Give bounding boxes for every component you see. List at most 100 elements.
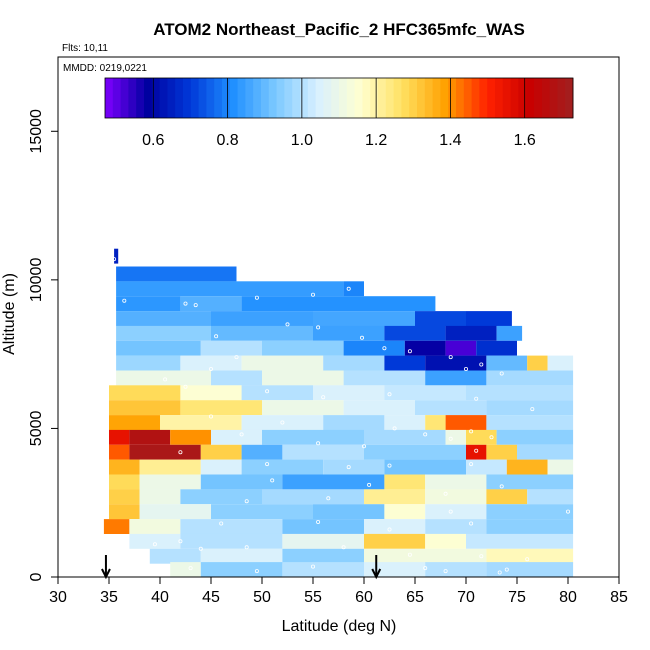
colorbar-swatch xyxy=(541,78,550,118)
heatmap-cell xyxy=(103,519,130,534)
colorbar-swatch xyxy=(120,78,129,118)
x-tick-label: 70 xyxy=(457,589,475,606)
heatmap-cell xyxy=(486,562,574,577)
colorbar-swatch xyxy=(183,78,192,118)
heatmap-cell xyxy=(180,400,262,416)
sample-marker xyxy=(326,496,331,501)
heatmap-cell xyxy=(282,444,364,460)
heatmap-cell xyxy=(109,459,140,475)
sample-marker xyxy=(346,465,351,470)
heatmap-cell xyxy=(262,370,344,386)
colorbar-swatch xyxy=(362,78,371,118)
y-tick-label: 5000 xyxy=(28,411,45,447)
sample-marker xyxy=(530,407,535,412)
sample-marker xyxy=(112,257,117,262)
sample-marker xyxy=(479,554,484,559)
sample-marker xyxy=(566,509,571,514)
sample-marker xyxy=(497,570,502,575)
colorbar-swatch xyxy=(424,78,433,118)
sample-marker xyxy=(219,521,224,526)
dates-label: MMDD: 0219,0221 xyxy=(63,63,147,74)
colorbar-swatch xyxy=(237,78,246,118)
sample-marker xyxy=(387,392,392,397)
heatmap-cell xyxy=(547,459,574,475)
heatmap-cell xyxy=(149,548,201,564)
colorbar-swatch xyxy=(456,78,465,118)
heatmap-cell xyxy=(517,444,574,460)
sample-marker xyxy=(474,396,479,401)
heatmap-cell xyxy=(109,400,181,416)
heatmap-cell xyxy=(384,459,466,475)
heatmap-cell xyxy=(547,355,574,371)
sample-marker xyxy=(152,542,157,547)
sample-marker xyxy=(208,366,213,371)
colorbar-swatch xyxy=(534,78,543,118)
sample-marker xyxy=(469,521,474,526)
y-axis-label: Altitude (m) xyxy=(1,273,18,355)
heatmap-cell xyxy=(384,385,466,401)
sample-marker xyxy=(423,432,428,437)
colorbar-tick-label: 1.6 xyxy=(514,132,536,149)
sample-marker xyxy=(122,298,127,303)
sample-marker xyxy=(316,520,321,525)
sample-marker xyxy=(193,303,198,308)
colorbar-swatch xyxy=(268,78,277,118)
colorbar-swatch xyxy=(105,78,114,118)
colorbar-swatch xyxy=(151,78,160,118)
chart-title: ATOM2 Northeast_Pacific_2 HFC365mfc_WAS xyxy=(153,20,525,39)
heatmap-cell xyxy=(384,355,426,371)
x-axis-label: Latitude (deg N) xyxy=(282,618,397,635)
heatmap-cell xyxy=(486,474,574,490)
heatmap-cell xyxy=(486,548,574,564)
heatmap-cell xyxy=(466,429,497,445)
colorbar-swatch xyxy=(284,78,293,118)
x-tick-label: 45 xyxy=(202,589,220,606)
heatmap-cell xyxy=(486,519,574,534)
colorbar-swatch xyxy=(229,78,238,118)
sample-marker xyxy=(387,463,392,468)
sample-marker xyxy=(280,420,285,425)
sample-marker xyxy=(285,322,290,327)
heatmap-cell xyxy=(313,385,385,401)
colorbar-tick-label: 0.8 xyxy=(216,132,238,149)
sample-marker xyxy=(489,435,494,440)
colorbar-swatch xyxy=(354,78,363,118)
heatmap-cell xyxy=(180,385,242,401)
colorbar-tick-label: 1.2 xyxy=(365,132,387,149)
heatmap-cell xyxy=(466,385,574,401)
heatmap-cell xyxy=(282,548,364,564)
colorbar-swatch xyxy=(323,78,332,118)
sample-marker xyxy=(244,499,249,504)
sample-marker xyxy=(499,484,504,489)
colorbar-swatch xyxy=(502,78,511,118)
y-tick-label: 0 xyxy=(28,572,45,581)
colorbar-swatch xyxy=(214,78,223,118)
colorbar-swatch xyxy=(222,78,231,118)
heatmap-cell xyxy=(445,429,466,445)
sample-marker xyxy=(316,441,321,446)
heatmap-cell xyxy=(466,311,512,326)
heatmap-cell xyxy=(109,415,160,430)
heatmap-cell xyxy=(109,385,181,401)
colorbar-swatch xyxy=(253,78,262,118)
colorbar-swatch xyxy=(245,78,254,118)
colorbar-swatch xyxy=(292,78,301,118)
sample-marker xyxy=(448,436,453,441)
heatmap-cell xyxy=(109,429,130,445)
sample-marker xyxy=(392,426,397,431)
sample-marker xyxy=(448,509,453,514)
x-tick-label: 35 xyxy=(100,589,118,606)
sample-marker xyxy=(254,569,259,574)
heatmap-cell xyxy=(116,370,211,386)
sample-marker xyxy=(525,557,530,562)
colorbar-swatch xyxy=(409,78,418,118)
sample-marker xyxy=(504,567,509,572)
heatmap-cell xyxy=(170,429,211,445)
heatmap-cell xyxy=(211,429,262,445)
y-axis: 0 5000 10000 15000 xyxy=(28,109,58,581)
heatmap-cell xyxy=(180,355,242,371)
colorbar-tick-label: 0.6 xyxy=(142,132,164,149)
colorbar-swatch xyxy=(565,78,574,118)
heatmap-cell xyxy=(486,415,574,430)
heatmap-cell xyxy=(116,266,237,282)
